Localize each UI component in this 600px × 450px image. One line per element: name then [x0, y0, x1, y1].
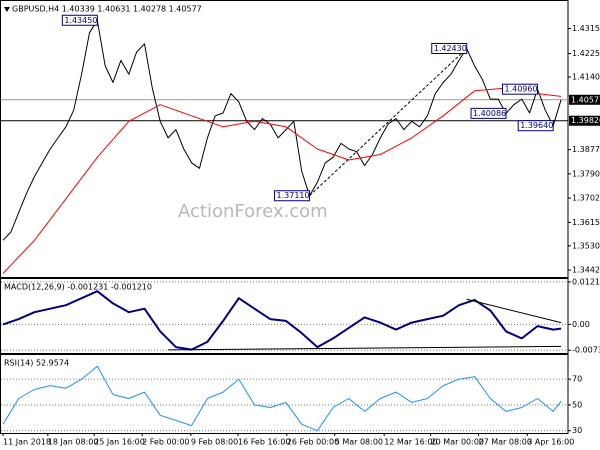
x-tick-label: 2 Feb 00:00: [142, 438, 189, 447]
panel-title: MACD(12,26,9) -0.001231 -0.001210: [4, 283, 152, 292]
y-tick-label: 1.37900: [572, 169, 600, 178]
series-line: [2, 365, 562, 432]
y-tick-label: 1.42250: [572, 49, 600, 58]
y-tick-label: 1.37025: [572, 194, 600, 203]
level-box: [569, 94, 600, 105]
y-tick-label: 1.35300: [572, 241, 600, 250]
annotation-label: 1.43450: [64, 16, 97, 25]
y-tick-label: 1.34425: [572, 266, 600, 275]
series-line: [2, 87, 562, 274]
y-tick-label: 50: [572, 400, 582, 409]
annotation-box: [274, 190, 311, 202]
annotation-box: [431, 42, 468, 54]
x-tick-label: 25 Jan 16:00: [94, 438, 145, 447]
annotation-label: 1.40960: [504, 85, 537, 94]
panel-frame: [0, 278, 569, 354]
x-tick-label: 9 Feb 08:00: [191, 438, 238, 447]
series-line: [2, 290, 562, 351]
x-tick-label: 20 Mar 00:00: [431, 438, 484, 447]
level-box: [569, 115, 600, 126]
watermark: ActionForex.com: [178, 201, 328, 222]
annotation-label: 1.42430: [434, 44, 467, 53]
x-tick-label: 3 Apr 16:00: [527, 438, 574, 447]
x-tick-label: 26 Feb 00:00: [287, 438, 339, 447]
panel-frame: [0, 0, 569, 278]
annotation-box: [517, 120, 554, 132]
y-tick-label: 30: [572, 426, 582, 435]
x-tick-label: 18 Jan 08:00: [48, 438, 99, 447]
y-tick-label: 1.41400: [572, 73, 600, 82]
panel-title: RSI(14) 52.9574: [4, 359, 69, 368]
y-tick-label: 1.38775: [572, 145, 600, 154]
x-tick-label: 27 Mar 08:00: [479, 438, 532, 447]
x-tick-label: 16 Feb 16:00: [238, 438, 290, 447]
annotation-label: 1.40086: [473, 109, 506, 118]
annotation-box: [61, 14, 98, 26]
panel-title: GBPUSD,H4 1.40339 1.40631 1.40278 1.4057…: [12, 5, 202, 14]
title-icon: [4, 7, 10, 12]
trendline: [309, 48, 468, 197]
y-tick-label: 1.43150: [572, 24, 600, 33]
annotation-box: [470, 107, 507, 119]
level-label: 1.40577: [571, 95, 600, 104]
annotation-box: [501, 83, 538, 95]
level-label: 1.39820: [571, 116, 600, 125]
x-tick-label: 11 Jan 2018: [3, 438, 51, 447]
trendline: [466, 298, 562, 324]
y-tick-label: 0.012146: [572, 277, 600, 286]
y-tick-label: 0.00: [572, 320, 590, 329]
x-tick-label: 5 Mar 08:00: [335, 438, 383, 447]
y-tick-label: 70: [572, 375, 582, 384]
annotation-label: 1.39640: [520, 121, 553, 130]
panel-frame: [0, 354, 569, 434]
annotation-label: 1.37110: [277, 191, 310, 200]
y-tick-label: 1.36150: [572, 218, 600, 227]
x-tick-label: 12 Mar 16:00: [384, 438, 437, 447]
y-tick-label: -0.00738: [572, 346, 600, 355]
trendline: [168, 345, 562, 351]
